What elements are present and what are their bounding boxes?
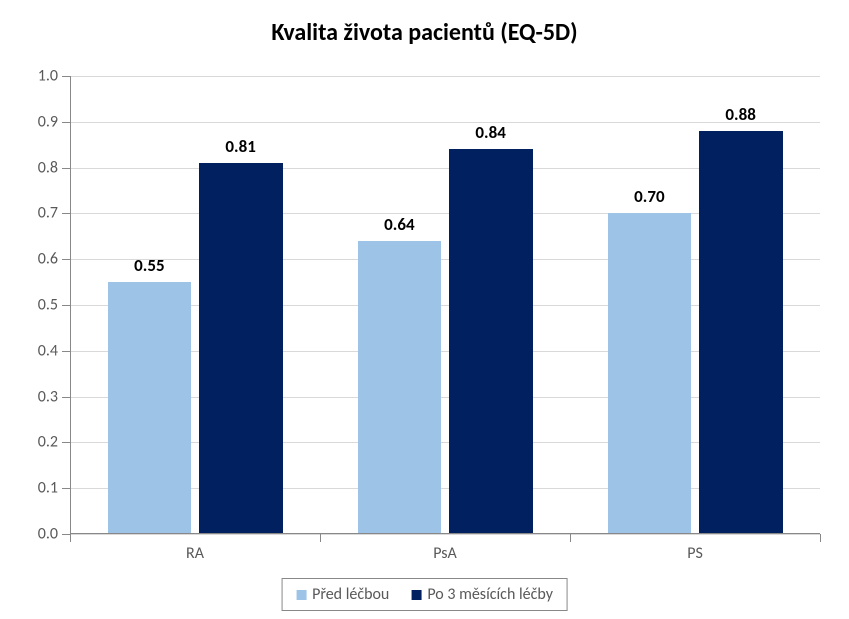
legend-label: Před léčbou <box>312 585 389 604</box>
plot-area: 0.00.10.20.30.40.50.60.70.80.91.0RA0.550… <box>70 76 820 534</box>
gridline <box>70 534 820 535</box>
y-tick <box>62 351 70 352</box>
bar <box>449 149 533 534</box>
y-axis-label: 0.8 <box>38 158 58 177</box>
x-tick <box>570 534 571 542</box>
y-axis-label: 0.1 <box>38 479 58 498</box>
x-tick <box>70 534 71 542</box>
y-axis-label: 0.5 <box>38 296 58 315</box>
y-tick <box>62 259 70 260</box>
y-tick <box>62 305 70 306</box>
chart-container: Kvalita života pacientů (EQ-5D) 0.00.10.… <box>0 0 849 619</box>
value-label: 0.70 <box>634 186 664 207</box>
bar <box>108 282 192 534</box>
x-tick <box>820 534 821 542</box>
x-tick <box>320 534 321 542</box>
bar <box>608 213 692 534</box>
category-label: PsA <box>433 544 457 563</box>
y-tick <box>62 442 70 443</box>
y-tick <box>62 488 70 489</box>
gridline <box>70 76 820 77</box>
y-tick <box>62 122 70 123</box>
y-axis-label: 0.9 <box>38 112 58 131</box>
y-tick <box>62 397 70 398</box>
bar <box>699 131 783 534</box>
y-axis <box>70 76 71 534</box>
legend-label: Po 3 měsících léčby <box>427 585 553 604</box>
legend-item: Před léčbou <box>296 585 389 604</box>
y-tick <box>62 76 70 77</box>
y-axis-label: 0.4 <box>38 341 58 360</box>
y-tick <box>62 168 70 169</box>
legend-swatch <box>411 590 421 600</box>
y-axis-label: 0.0 <box>38 525 58 544</box>
y-axis-label: 0.2 <box>38 433 58 452</box>
y-tick <box>62 534 70 535</box>
y-axis-label: 0.7 <box>38 204 58 223</box>
y-axis-label: 0.6 <box>38 250 58 269</box>
x-axis <box>70 533 820 534</box>
value-label: 0.55 <box>134 255 164 276</box>
legend-item: Po 3 měsících léčby <box>411 585 553 604</box>
chart-title: Kvalita života pacientů (EQ-5D) <box>0 0 849 47</box>
y-axis-label: 1.0 <box>38 67 58 86</box>
gridline <box>70 122 820 123</box>
bar <box>358 241 442 534</box>
y-axis-label: 0.3 <box>38 387 58 406</box>
y-tick <box>62 213 70 214</box>
category-label: RA <box>186 544 204 563</box>
legend: Před léčbou Po 3 měsících léčby <box>281 578 568 611</box>
value-label: 0.84 <box>475 122 505 143</box>
bar <box>199 163 283 534</box>
value-label: 0.64 <box>384 214 414 235</box>
category-label: PS <box>687 544 703 563</box>
value-label: 0.81 <box>225 136 255 157</box>
value-label: 0.88 <box>725 104 755 125</box>
legend-swatch <box>296 590 306 600</box>
